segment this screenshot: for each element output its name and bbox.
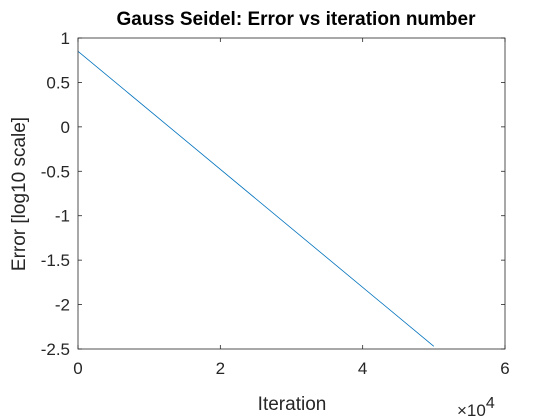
x-tick-label: 2 xyxy=(216,359,225,378)
y-tick-label: 1 xyxy=(61,29,70,48)
y-tick-label: -1 xyxy=(55,207,70,226)
x-tick-label: 4 xyxy=(358,359,367,378)
x-axis-label: Iteration xyxy=(258,394,327,415)
y-tick-label: 0.5 xyxy=(46,73,70,92)
axes-box xyxy=(77,37,506,350)
x-multiplier-exponent: 4 xyxy=(486,395,495,412)
series-line-0 xyxy=(77,50,435,347)
y-axis-ticks: 1 0.5 0 -0.5 -1 -1.5 -2 -2.5 xyxy=(41,29,505,359)
x-tick-label: 6 xyxy=(500,359,509,378)
x-multiplier-base: ×10 xyxy=(457,401,486,420)
y-tick-label: -0.5 xyxy=(41,162,70,181)
y-tick-label: -1.5 xyxy=(41,251,70,270)
x-tick-label: 0 xyxy=(73,359,82,378)
y-tick-label: -2 xyxy=(55,296,70,315)
y-tick-label: 0 xyxy=(61,118,70,137)
chart-title: Gauss Seidel: Error vs iteration number xyxy=(117,9,477,30)
x-axis-ticks: 0 2 4 6 xyxy=(73,38,510,378)
y-axis-label: Error [log10 scale] xyxy=(9,117,30,271)
x-axis-multiplier: ×104 xyxy=(457,395,495,420)
y-tick-label: -2.5 xyxy=(41,340,70,359)
series-layer xyxy=(77,50,435,347)
plot-area xyxy=(78,38,505,349)
